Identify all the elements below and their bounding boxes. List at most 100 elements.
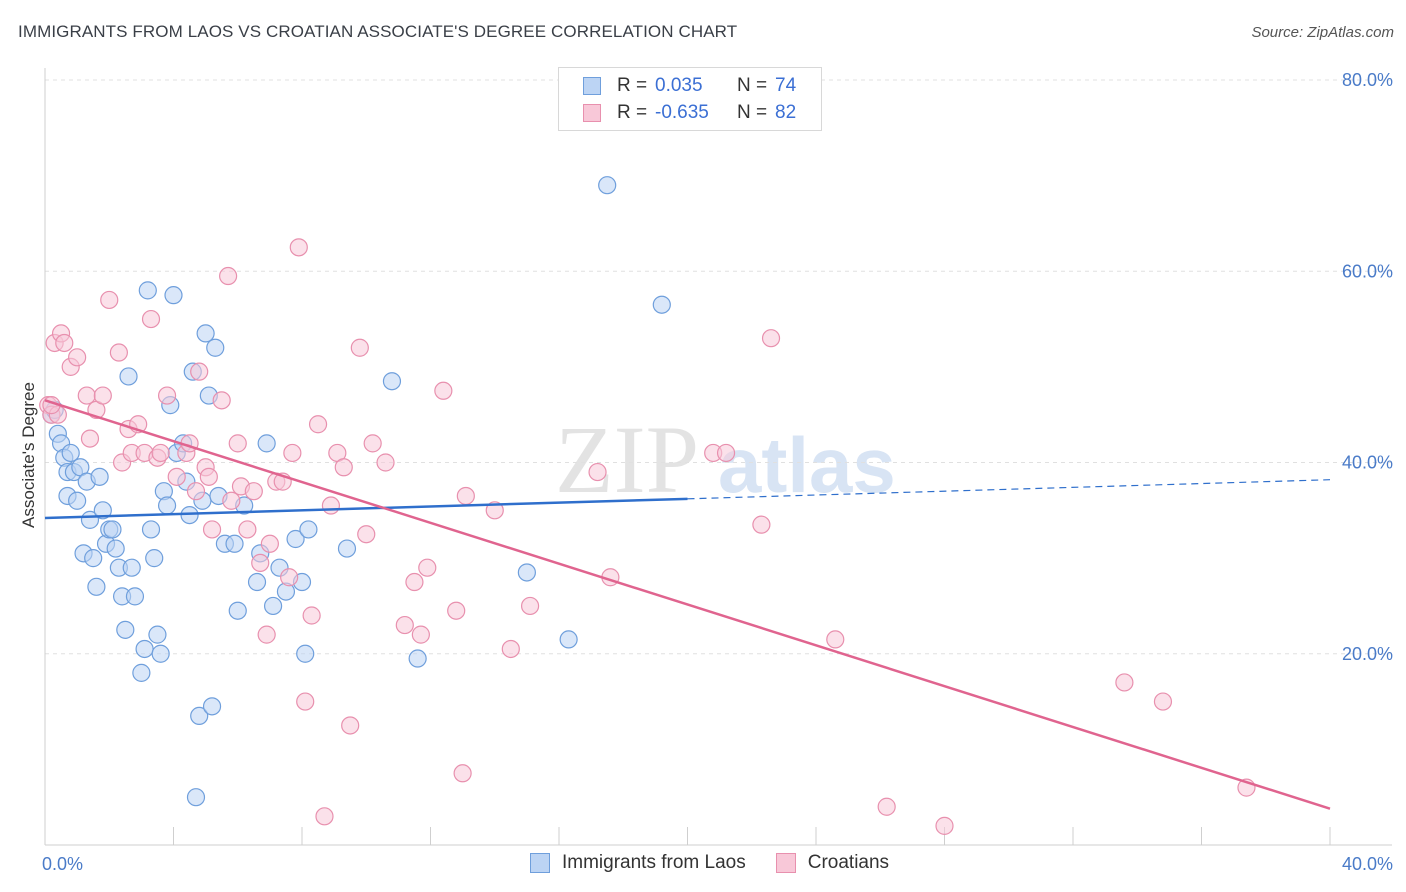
r-label: R = — [617, 102, 648, 123]
laos-point — [299, 520, 318, 539]
n-value-laos: 74 — [775, 75, 797, 96]
croatian-point — [588, 462, 607, 482]
croatian-point — [315, 807, 334, 826]
y-tick-label: 20.0% — [1342, 644, 1393, 664]
croatian-point — [296, 692, 315, 711]
croatian-point — [55, 333, 74, 353]
croatian-point — [752, 515, 771, 534]
croatian-point — [190, 362, 209, 381]
croatian-point — [935, 816, 954, 835]
croatian-point — [151, 443, 170, 463]
y-tick-label: 40.0% — [1342, 453, 1393, 473]
laos-point — [190, 706, 209, 726]
croatian-point — [186, 482, 206, 501]
source-credit: Source: ZipAtlas.com — [1251, 24, 1394, 41]
laos-point — [103, 520, 122, 539]
croatian-point — [202, 520, 222, 539]
croatian-point — [1153, 692, 1173, 711]
croatian-point — [68, 348, 87, 367]
croatian-point — [283, 443, 302, 463]
croatian-point — [244, 482, 263, 501]
croatian-point — [363, 434, 382, 453]
laos-point — [186, 788, 206, 807]
laos-point — [141, 520, 161, 539]
croatian-point — [289, 238, 308, 257]
laos-point — [145, 549, 164, 568]
croatian-point — [260, 534, 279, 553]
chart-title: IMMIGRANTS FROM LAOS VS CROATIAN ASSOCIA… — [18, 22, 738, 41]
laos-point — [106, 539, 125, 558]
croatian-point — [80, 429, 100, 448]
legend-swatch-laos — [583, 77, 601, 95]
croatian-point — [228, 434, 247, 453]
croatian-point — [93, 386, 112, 405]
y-axis-title: Associate's Degree — [19, 382, 38, 528]
croatian-point — [341, 716, 360, 735]
laos-point — [225, 534, 244, 553]
trend-lines — [44, 399, 1331, 810]
croatian-point — [877, 797, 896, 816]
laos-point — [196, 324, 215, 343]
legend-row-laos: R = 0.035 N = 74 — [583, 74, 796, 98]
laos-point — [93, 501, 112, 520]
legend-swatch-croatians — [775, 853, 796, 873]
laos-point — [180, 505, 199, 525]
croatian-point — [141, 309, 161, 329]
laos-point — [206, 338, 225, 357]
laos-point — [122, 558, 141, 577]
croatian-point — [357, 525, 376, 544]
croatian-point — [376, 453, 395, 472]
x-tick-label: 40.0% — [1342, 854, 1393, 874]
laos-point — [337, 539, 357, 558]
laos-point — [517, 563, 536, 582]
croatian-point — [405, 572, 424, 592]
legend-item-croatians: Croatians — [775, 852, 889, 874]
croatian-point — [456, 486, 475, 506]
laos-point — [148, 625, 167, 644]
series-croatians-points — [39, 238, 1256, 835]
laos-point — [157, 496, 177, 515]
watermark-zip: ZIP — [555, 406, 699, 513]
croatian-point — [434, 381, 453, 400]
legend-swatch-croatians — [583, 104, 601, 122]
axes — [44, 68, 1392, 846]
r-label: R = — [617, 75, 648, 96]
croatian-point — [411, 625, 430, 644]
n-label: N = — [737, 75, 768, 96]
laos-point — [151, 644, 170, 663]
laos-point — [61, 443, 80, 463]
laos-point — [90, 467, 109, 486]
watermark: ZIP atlas — [555, 406, 896, 513]
legend-item-laos: Immigrants from Laos — [530, 852, 746, 874]
x-tick-label: 0.0% — [42, 854, 83, 874]
croatian-point — [761, 329, 781, 348]
legend-swatch-laos — [530, 853, 550, 873]
laos-point — [247, 572, 267, 592]
laos-point — [119, 367, 138, 386]
laos-point — [116, 620, 135, 639]
n-value-croatians: 82 — [775, 102, 797, 123]
laos-point — [68, 491, 87, 510]
croatian-point — [167, 467, 186, 486]
croatian-point — [222, 491, 241, 510]
croatian-point — [826, 630, 845, 649]
laos-point — [228, 601, 247, 620]
y-tick-labels: 20.0% 40.0% 60.0% 80.0% — [1342, 70, 1393, 664]
laos-point — [138, 281, 157, 300]
croatian-point — [100, 290, 119, 310]
croatian-point — [199, 467, 218, 486]
correlation-legend: R = 0.035 N = 74 R = -0.635 N = 82 — [558, 67, 822, 131]
croatian-point — [334, 458, 353, 477]
laos-point — [286, 529, 305, 549]
laos-point — [164, 286, 183, 305]
croatian-point — [418, 558, 437, 577]
croatian-point — [157, 386, 177, 405]
laos-point — [87, 577, 106, 596]
legend-row-croatians: R = -0.635 N = 82 — [583, 101, 796, 125]
laos-point — [263, 596, 283, 616]
y-tick-label: 80.0% — [1342, 70, 1393, 90]
croatian-point — [485, 501, 504, 520]
laos-point — [598, 176, 617, 195]
laos-point — [296, 644, 315, 663]
